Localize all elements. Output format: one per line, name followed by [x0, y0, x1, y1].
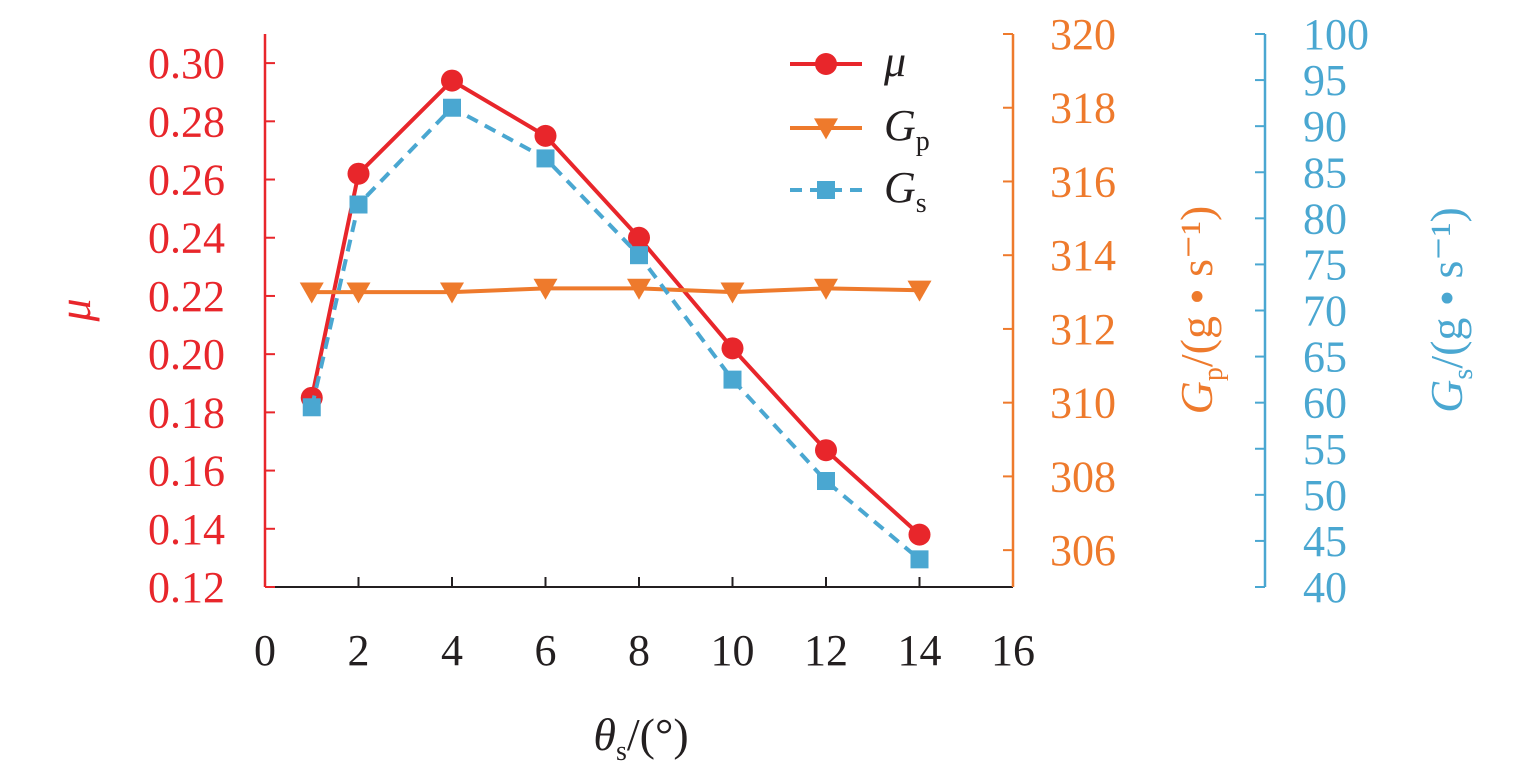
series-line-gp	[311, 286, 920, 295]
x-tick-label: 12	[804, 626, 848, 675]
gs-tick-label: 60	[1303, 379, 1347, 428]
mu-tick-label: 0.18	[148, 388, 225, 437]
mu-tick-label: 0.22	[148, 272, 225, 321]
gs-tick-label: 55	[1303, 425, 1347, 474]
gs-tick-label: 70	[1303, 287, 1347, 336]
data-point-mu	[347, 162, 370, 185]
gp-tick-label: 306	[1050, 526, 1116, 575]
data-point-gp	[814, 278, 838, 300]
x-axis-title: θs/(°)	[593, 709, 688, 767]
x-tick-label: 2	[348, 626, 370, 675]
data-point-mu	[628, 226, 650, 249]
mu-axis-title: μ	[49, 298, 100, 322]
data-point-gs	[630, 246, 648, 265]
gp-tick-label: 314	[1050, 231, 1116, 280]
gs-tick-label: 80	[1303, 194, 1347, 243]
mu-tick-label: 0.24	[148, 214, 225, 263]
data-point-gp	[299, 282, 324, 304]
gp-tick-label: 316	[1050, 157, 1116, 206]
gs-tick-label: 65	[1303, 333, 1347, 382]
data-point-gs	[723, 370, 742, 389]
data-point-gs	[910, 550, 929, 569]
series-line-mu	[309, 78, 921, 537]
legend-label-gs: Gs	[884, 163, 927, 219]
x-tick-label: 10	[711, 626, 755, 675]
gs-tick-label: 85	[1303, 148, 1347, 197]
data-point-gp	[440, 282, 464, 304]
data-point-gp	[627, 278, 651, 300]
legend-label-gp: Gp	[884, 101, 930, 157]
x-tick-label: 8	[628, 626, 650, 675]
gs-tick-label: 90	[1303, 102, 1347, 151]
gs-tick-label: 50	[1303, 471, 1347, 520]
mu-tick-label: 0.12	[148, 563, 225, 612]
gp-tick-label: 318	[1050, 84, 1116, 133]
series-layer	[299, 69, 932, 569]
gp-axis-title: Gp/(g • s⁻¹)	[1171, 206, 1229, 415]
mu-tick-label: 0.20	[148, 330, 225, 379]
legend-marker-mu	[815, 53, 837, 75]
data-point-gs	[817, 472, 835, 491]
axes-layer: 0 2 4 6 8 10 12 14 16 θs/(°) 0.12 0.14 0.16 0.18 0.20 0…	[49, 10, 1479, 767]
x-tick-label: 6	[535, 626, 557, 675]
gs-tick-label: 40	[1303, 563, 1347, 612]
data-point-gs	[443, 98, 461, 117]
gs-tick-label: 100	[1303, 10, 1369, 59]
legend: μ Gp Gs	[790, 37, 930, 219]
legend-marker-gp	[814, 118, 838, 140]
legend-marker-gs	[817, 181, 835, 199]
mu-tick-label: 0.16	[148, 447, 225, 496]
data-point-gs	[536, 149, 555, 168]
gs-tick-label: 45	[1303, 517, 1347, 566]
gp-tick-label: 310	[1050, 379, 1116, 428]
gp-tick-label: 320	[1050, 10, 1116, 59]
x-tick-label: 4	[441, 626, 463, 675]
data-point-gp	[720, 282, 745, 304]
legend-label-mu: μ	[883, 37, 906, 86]
data-point-gp	[346, 282, 371, 304]
data-point-mu	[441, 69, 463, 92]
gp-tick-label: 308	[1050, 452, 1116, 501]
gs-tick-label: 75	[1303, 240, 1347, 289]
x-tick-label: 14	[898, 626, 942, 675]
x-tick-label: 16	[991, 626, 1035, 675]
data-point-gs	[302, 398, 321, 417]
x-tick-label: 0	[254, 626, 276, 675]
data-point-mu	[534, 124, 557, 147]
gp-tick-label: 312	[1050, 305, 1116, 354]
mu-tick-label: 0.30	[148, 39, 225, 88]
gs-tick-label: 95	[1303, 56, 1347, 105]
data-point-mu	[908, 523, 931, 546]
data-point-mu	[721, 337, 744, 360]
mu-tick-label: 0.14	[148, 505, 225, 554]
data-point-mu	[815, 439, 837, 462]
data-point-gp	[533, 278, 558, 300]
mu-tick-label: 0.28	[148, 97, 225, 146]
series-line-gs	[309, 105, 921, 561]
gs-axis-title: Gs/(g • s⁻¹)	[1421, 207, 1479, 413]
data-point-gs	[349, 195, 368, 214]
mu-tick-label: 0.26	[148, 156, 225, 205]
data-point-gp	[907, 280, 932, 302]
